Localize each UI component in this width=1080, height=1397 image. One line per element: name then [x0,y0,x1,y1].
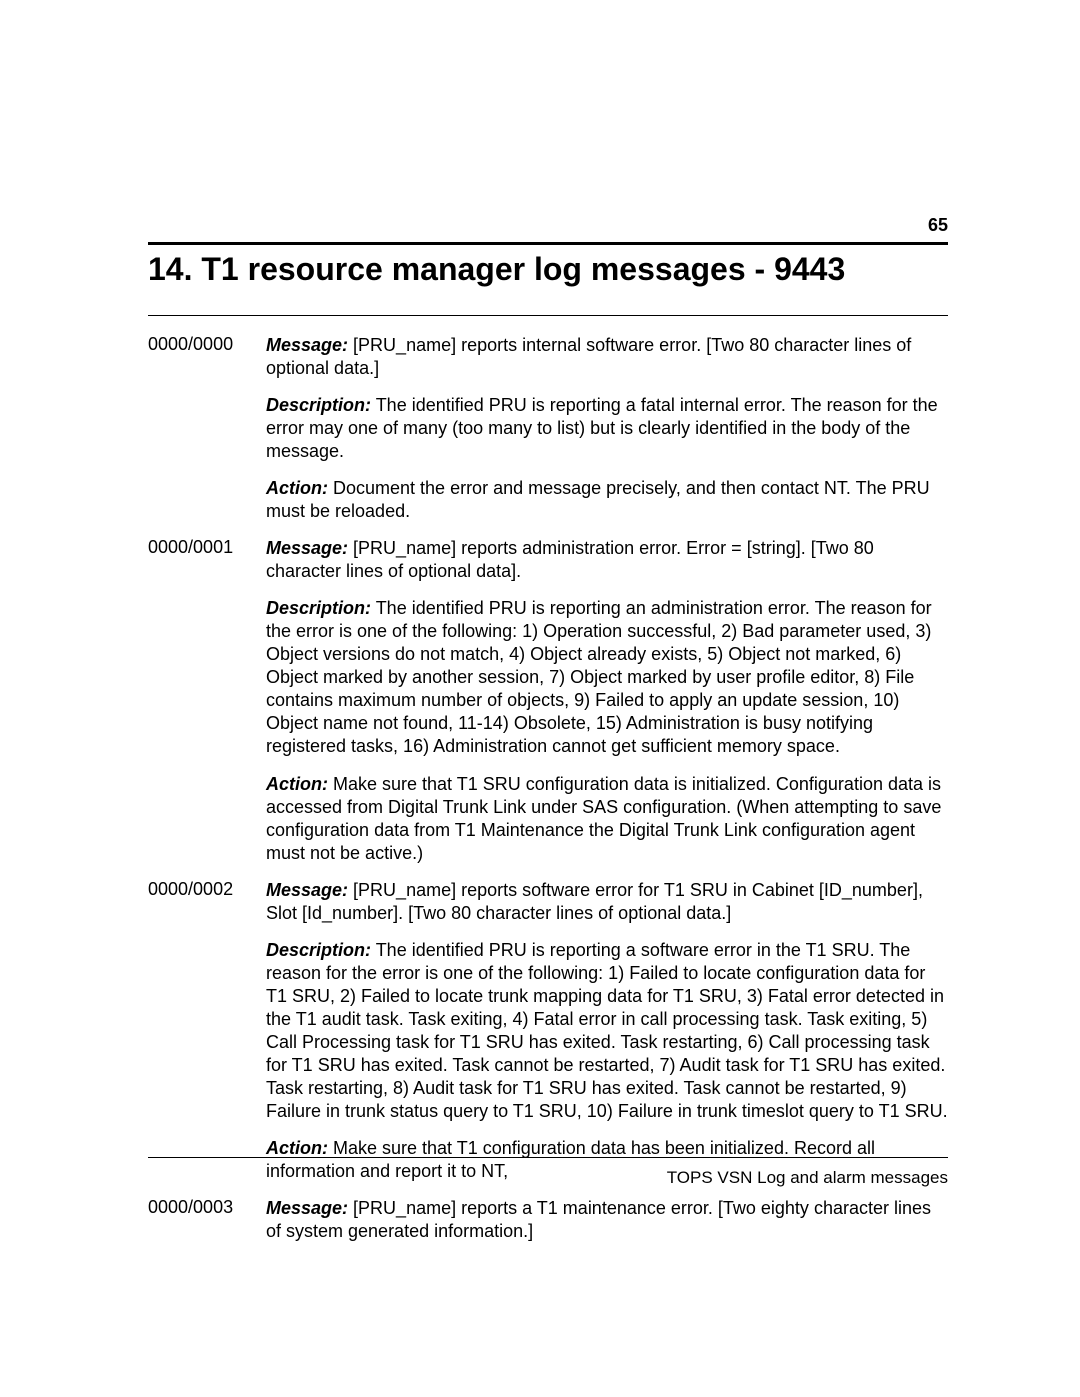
log-description: Description: The identified PRU is repor… [266,597,948,758]
log-message: Message: [PRU_name] reports internal sof… [266,334,948,380]
log-description: Description: The identified PRU is repor… [266,939,948,1123]
log-description: Description: The identified PRU is repor… [266,394,948,463]
log-action: Action: Make sure that T1 SRU configurat… [266,773,948,865]
header-rule-thick [148,242,948,245]
log-message: Message: [PRU_name] reports software err… [266,879,948,925]
log-body: Message: [PRU_name] reports a T1 mainten… [266,1197,948,1257]
log-message-text: [PRU_name] reports administration error.… [266,538,874,581]
log-action-label: Action: [266,774,328,794]
log-action-label: Action: [266,478,328,498]
footer-rule [148,1157,948,1158]
log-description-label: Description: [266,940,371,960]
log-message-text: [PRU_name] reports software error for T1… [266,880,923,923]
log-message: Message: [PRU_name] reports administrati… [266,537,948,583]
log-message-text: [PRU_name] reports internal software err… [266,335,911,378]
log-action: Action: Document the error and message p… [266,477,948,523]
log-description-label: Description: [266,395,371,415]
log-message: Message: [PRU_name] reports a T1 mainten… [266,1197,948,1243]
log-action-text: Document the error and message precisely… [266,478,930,521]
log-action-text: Make sure that T1 SRU configuration data… [266,774,941,863]
header-rule-thin [148,315,948,316]
log-message-text: [PRU_name] reports a T1 maintenance erro… [266,1198,931,1241]
log-description-label: Description: [266,598,371,618]
log-code: 0000/0000 [148,334,266,537]
log-message-label: Message: [266,538,348,558]
log-body: Message: [PRU_name] reports software err… [266,879,948,1197]
page-number: 65 [148,215,948,236]
log-entry: 0000/0001Message: [PRU_name] reports adm… [148,537,948,878]
log-code: 0000/0001 [148,537,266,878]
log-message-label: Message: [266,1198,348,1218]
log-message-label: Message: [266,880,348,900]
footer: TOPS VSN Log and alarm messages [148,1157,948,1188]
log-code: 0000/0002 [148,879,266,1197]
log-action-label: Action: [266,1138,328,1158]
log-body: Message: [PRU_name] reports internal sof… [266,334,948,537]
footer-text: TOPS VSN Log and alarm messages [148,1168,948,1188]
section-title: 14. T1 resource manager log messages - 9… [148,249,948,289]
log-body: Message: [PRU_name] reports administrati… [266,537,948,878]
log-message-label: Message: [266,335,348,355]
log-description-text: The identified PRU is reporting an admin… [266,598,932,756]
log-entry: 0000/0003Message: [PRU_name] reports a T… [148,1197,948,1257]
log-entry: 0000/0002Message: [PRU_name] reports sof… [148,879,948,1197]
log-code: 0000/0003 [148,1197,266,1257]
log-entries: 0000/0000Message: [PRU_name] reports int… [148,334,948,1257]
log-entry: 0000/0000Message: [PRU_name] reports int… [148,334,948,537]
log-description-text: The identified PRU is reporting a softwa… [266,940,948,1121]
